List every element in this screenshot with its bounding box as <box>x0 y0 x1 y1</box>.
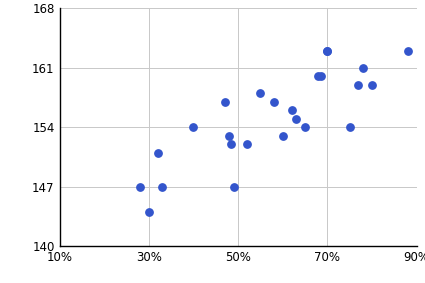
Point <box>136 185 143 189</box>
Point <box>317 74 324 79</box>
Point <box>324 49 331 53</box>
Point <box>368 83 375 87</box>
Point <box>404 49 411 53</box>
Point <box>145 210 152 215</box>
Point <box>355 83 362 87</box>
Point <box>230 185 237 189</box>
Point <box>190 125 197 130</box>
Point <box>292 117 299 121</box>
Point <box>288 108 295 113</box>
Point <box>301 125 308 130</box>
Point <box>159 185 166 189</box>
Point <box>324 49 331 53</box>
Point <box>270 100 277 104</box>
Point <box>154 151 161 155</box>
Point <box>228 142 235 147</box>
Point <box>346 125 353 130</box>
Point <box>257 91 264 96</box>
Point <box>244 142 250 147</box>
Point <box>315 74 322 79</box>
Point <box>226 134 232 138</box>
Point <box>360 66 366 70</box>
Point <box>279 134 286 138</box>
Point <box>221 100 228 104</box>
